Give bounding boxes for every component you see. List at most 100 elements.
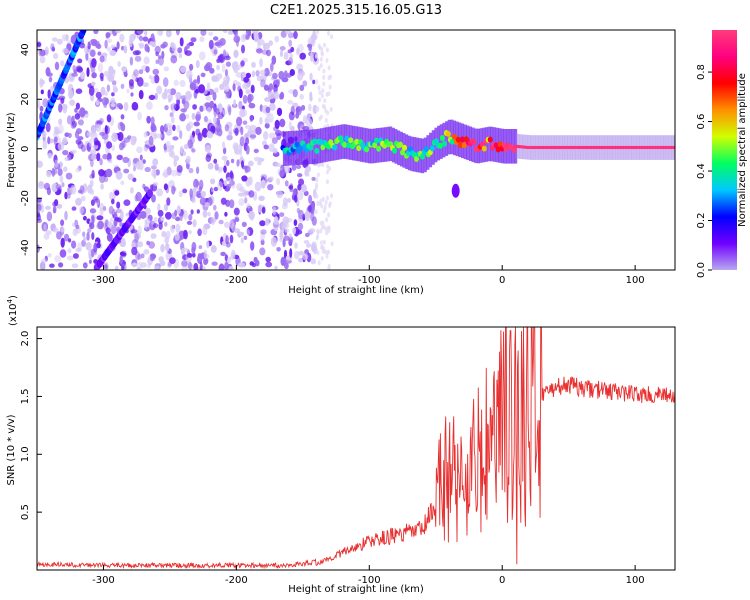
noise-speck	[273, 91, 280, 100]
noise-speck	[317, 43, 321, 49]
noise-speck	[107, 159, 113, 164]
noise-speck	[60, 97, 65, 104]
carrier-halo	[344, 124, 347, 159]
secondary-blob	[451, 183, 460, 198]
noise-speck	[180, 108, 188, 113]
noise-speck	[284, 180, 289, 187]
noise-speck	[294, 194, 298, 203]
noise-speck	[144, 166, 151, 173]
noise-speck	[233, 35, 241, 43]
carrier-track	[459, 136, 465, 143]
spectrogram-y-tick-label: -40	[20, 240, 31, 256]
noise-speck	[116, 41, 120, 50]
noise-speck	[51, 167, 55, 177]
spectrogram-x-tick-label: 100	[626, 275, 645, 286]
noise-speck	[228, 105, 232, 116]
noise-speck	[263, 131, 269, 141]
noise-speck	[249, 115, 254, 123]
noise-speck	[117, 61, 121, 67]
noise-speck	[172, 124, 176, 131]
noise-speck	[37, 160, 43, 168]
carrier-track	[320, 144, 326, 151]
noise-speck	[233, 49, 239, 59]
noise-speck	[318, 97, 322, 103]
noise-speck	[179, 113, 187, 122]
noise-speck	[72, 65, 76, 71]
noise-speck	[106, 84, 111, 92]
noise-speck	[328, 166, 332, 172]
noise-speck	[119, 142, 124, 151]
noise-speck	[119, 222, 123, 227]
noise-speck	[42, 131, 47, 138]
noise-speck	[68, 89, 74, 99]
noise-speck	[241, 175, 248, 182]
snr-y-axis-label: SNR (10 * v/v)	[6, 414, 17, 485]
noise-speck	[315, 79, 319, 85]
noise-speck	[216, 64, 221, 71]
noise-speck	[282, 238, 286, 248]
noise-speck	[299, 52, 307, 60]
carrier-halo	[445, 121, 449, 156]
noise-speck	[248, 160, 254, 167]
noise-speck	[66, 255, 74, 261]
noise-speck	[39, 55, 46, 64]
noise-speck	[173, 155, 180, 162]
noise-speck	[319, 228, 323, 234]
noise-speck	[268, 83, 274, 91]
noise-speck	[322, 208, 326, 214]
noise-speck	[285, 259, 292, 264]
noise-speck	[88, 138, 93, 148]
noise-speck	[100, 76, 104, 82]
noise-speck	[185, 90, 192, 101]
noise-speck	[54, 255, 61, 263]
noise-speck	[89, 149, 97, 155]
noise-speck	[171, 212, 176, 220]
noise-speck	[52, 37, 58, 42]
noise-speck	[88, 259, 92, 264]
carrier-halo	[378, 127, 382, 163]
noise-speck	[99, 55, 105, 63]
noise-speck	[177, 47, 183, 54]
noise-speck	[50, 43, 55, 52]
noise-speck	[93, 137, 99, 146]
noise-speck	[222, 109, 227, 116]
noise-speck	[232, 83, 236, 92]
noise-speck	[309, 72, 313, 81]
carrier-track	[308, 144, 314, 151]
noise-speck	[240, 160, 245, 168]
noise-speck	[37, 203, 42, 212]
noise-speck	[240, 237, 244, 244]
noise-speck	[234, 217, 240, 222]
noise-speck	[54, 61, 60, 71]
noise-speck	[209, 67, 215, 74]
noise-speck	[156, 188, 164, 197]
noise-speck	[189, 188, 193, 198]
noise-speck	[77, 136, 84, 141]
noise-speck	[43, 223, 47, 232]
noise-speck	[38, 48, 43, 57]
noise-speck	[186, 43, 190, 49]
noise-speck	[327, 264, 331, 269]
noise-speck	[242, 71, 246, 78]
noise-speck	[93, 87, 99, 93]
noise-speck	[93, 196, 99, 201]
noise-speck	[307, 103, 312, 112]
noise-speck	[61, 182, 65, 188]
colorbar-tick-label: 0.4	[696, 163, 707, 179]
noise-speck	[54, 199, 59, 207]
noise-speck	[276, 247, 281, 252]
noise-speck	[158, 221, 163, 230]
noise-speck	[63, 166, 68, 172]
noise-speck	[176, 124, 181, 133]
noise-speck	[220, 197, 227, 205]
noise-speck	[295, 105, 302, 116]
noise-speck	[255, 70, 260, 77]
noise-speck	[272, 206, 277, 215]
noise-speck	[291, 125, 295, 131]
noise-speck	[119, 251, 125, 256]
noise-speck	[259, 247, 266, 256]
noise-speck	[280, 256, 286, 266]
carrier-halo	[487, 126, 491, 162]
noise-speck	[310, 210, 315, 215]
noise-speck	[99, 158, 103, 166]
